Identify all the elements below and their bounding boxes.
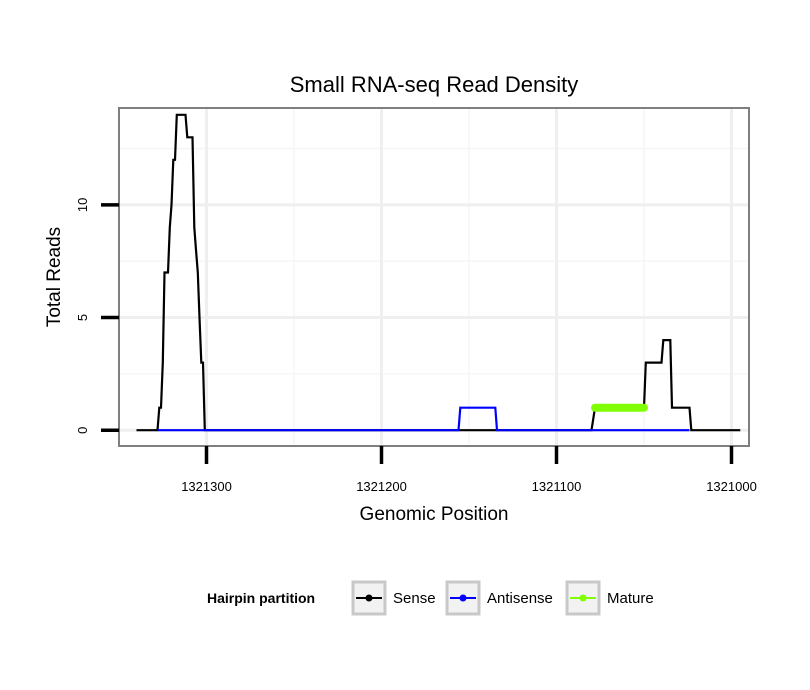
grid-lines <box>119 108 749 446</box>
series-line-antisense <box>157 406 690 432</box>
y-axis-title: Total Reads <box>44 227 65 327</box>
x-axis-title: Genomic Position <box>360 504 509 525</box>
legend-key-point <box>579 594 587 602</box>
x-tick-label: 1321300 <box>181 479 232 494</box>
x-tick-label: 1321200 <box>356 479 407 494</box>
plot-series <box>136 113 741 432</box>
y-tick-label: 0 <box>75 427 90 434</box>
y-tick-label: 5 <box>75 314 90 321</box>
legend-label-antisense: Antisense <box>487 590 553 607</box>
y-tick-label: 10 <box>75 198 90 212</box>
chart-title: Small RNA-seq Read Density <box>290 72 579 97</box>
legend-label-sense: Sense <box>393 590 436 607</box>
legend-label-mature: Mature <box>607 590 654 607</box>
x-tick-label: 1321000 <box>706 479 757 494</box>
legend-key-point <box>459 594 467 602</box>
legend-title: Hairpin partition <box>207 590 315 606</box>
series-line-sense <box>136 113 741 432</box>
axes: 1321300 1321200 1321100 1321000 0 5 10 <box>75 198 757 494</box>
legend: Hairpin partition Sense Antisense Mature <box>207 580 654 616</box>
plot-panel-border <box>118 107 750 447</box>
legend-key-point <box>365 594 373 602</box>
x-tick-label: 1321100 <box>532 479 582 494</box>
